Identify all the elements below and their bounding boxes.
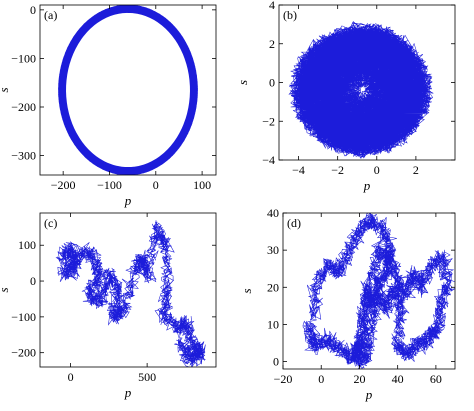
x-tick-label: 0	[68, 370, 74, 384]
x-tick-label: −4	[292, 163, 305, 177]
panel-3: 0 500 −200 −100 0 100 p s (c)	[0, 212, 217, 400]
y-tick-label: −200	[11, 346, 36, 360]
panel-2: −4 −2 0 2 −4 −2 0 2 4 p s (b)	[235, 0, 456, 193]
y-axis-label: s	[235, 80, 250, 85]
x-tick-label: 40	[392, 372, 404, 386]
y-tick-label: −2	[262, 114, 275, 128]
plot-frame	[39, 212, 217, 368]
panel-label: (d)	[287, 216, 301, 230]
x-axis-label: p	[124, 193, 132, 208]
trajectory-line	[55, 220, 206, 367]
x-tick-label: 500	[138, 370, 156, 384]
y-tick-label: 0	[269, 76, 275, 90]
panel-label: (b)	[283, 8, 297, 22]
panel-label: (c)	[44, 216, 57, 230]
x-tick-label: 100	[193, 178, 211, 192]
y-tick-label: 30	[267, 243, 279, 257]
trajectory-line	[58, 5, 198, 175]
y-tick-label: 2	[269, 37, 275, 51]
panel-label: (a)	[44, 8, 57, 22]
plot-frame	[39, 4, 217, 176]
trajectory-line	[302, 213, 455, 369]
x-tick-label: −200	[51, 178, 76, 192]
y-tick-label: 100	[18, 238, 36, 252]
y-tick-label: −100	[11, 310, 36, 324]
y-tick-label: 0	[30, 3, 36, 17]
y-tick-label: −100	[11, 51, 36, 65]
y-axis-label: s	[239, 288, 254, 293]
x-tick-label: 20	[353, 372, 365, 386]
x-tick-label: 2	[413, 163, 419, 177]
x-tick-label: −20	[274, 372, 293, 386]
y-axis-label: s	[0, 287, 11, 292]
trajectory-line	[288, 21, 434, 159]
y-tick-label: 4	[269, 0, 275, 12]
x-axis-label: p	[363, 178, 371, 193]
y-tick-label: −4	[262, 153, 275, 167]
x-axis-label: p	[365, 387, 373, 402]
y-tick-label: −300	[11, 149, 36, 163]
y-axis-label: s	[0, 87, 11, 92]
plot-frame	[282, 212, 456, 370]
y-tick-label: 20	[267, 280, 279, 294]
x-tick-label: 0	[153, 178, 159, 192]
y-tick-label: −200	[11, 100, 36, 114]
x-tick-label: 0	[318, 372, 324, 386]
y-tick-label: 40	[267, 206, 279, 220]
y-tick-label: 10	[267, 317, 279, 331]
y-tick-label: 0	[30, 274, 36, 288]
panel-1: −200 −100 0 100 −300 −200 −100 0 p s (a)	[0, 3, 217, 208]
x-tick-label: 60	[430, 372, 442, 386]
y-tick-label: 0	[273, 355, 279, 369]
x-tick-label: −100	[97, 178, 122, 192]
x-tick-label: −2	[331, 163, 344, 177]
x-tick-label: 0	[374, 163, 380, 177]
x-axis-label: p	[124, 385, 132, 400]
panel-4: −20 0 20 40 60 0 10 20 30 40 p s (d)	[239, 206, 456, 402]
